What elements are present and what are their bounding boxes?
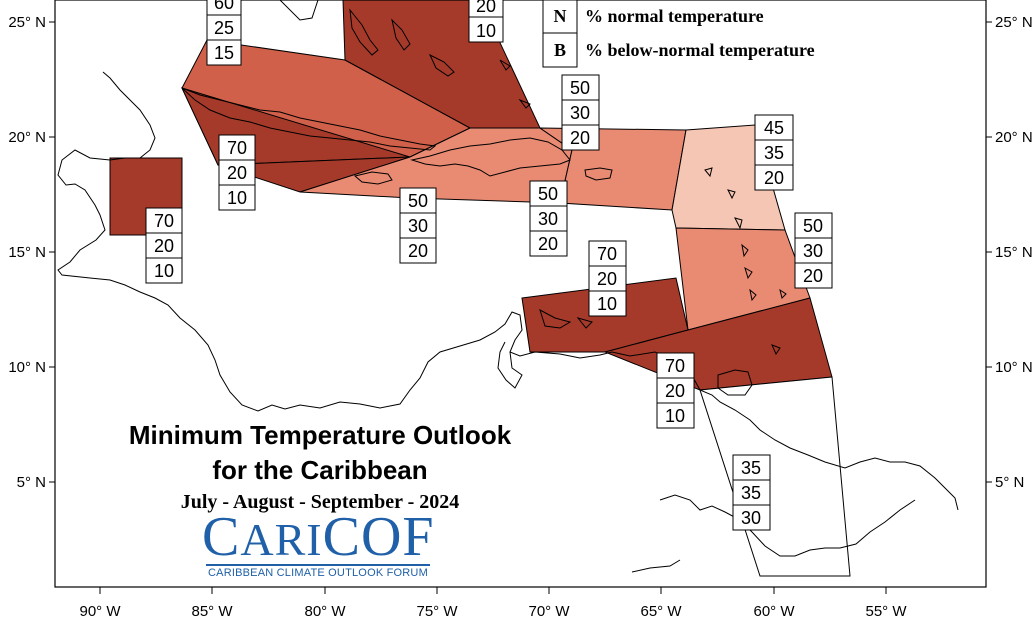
- lat-label-25n-left: 25° N: [8, 14, 46, 31]
- map-frame: [54, 0, 987, 588]
- lon-label-65w: 65° W: [640, 603, 682, 620]
- lon-label-80w: 80° W: [304, 603, 346, 620]
- legend-label-below: % below-normal temperature: [585, 40, 815, 60]
- prob-value: 70: [597, 244, 617, 264]
- prob-value: 15: [214, 43, 234, 63]
- lat-label-10n-right: 10° N: [995, 359, 1033, 376]
- prob-value: 30: [408, 216, 428, 236]
- outlook-zones: [109, 0, 851, 577]
- prob-box-windward-islands: 50 30 20: [794, 212, 833, 289]
- prob-box-trinidad: 70 20 10: [656, 352, 695, 429]
- prob-value: 50: [803, 216, 823, 236]
- lat-label-15n-right: 15° N: [995, 244, 1033, 261]
- legend-key-box-b: [542, 32, 578, 68]
- prob-value: 20: [597, 269, 617, 289]
- lat-label-25n-right: 25° N: [995, 14, 1033, 31]
- prob-value: 30: [570, 103, 590, 123]
- prob-value: 20: [570, 128, 590, 148]
- prob-value: 30: [538, 209, 558, 229]
- prob-value: 10: [476, 21, 496, 41]
- prob-value: 20: [227, 163, 247, 183]
- prob-value: 20: [803, 266, 823, 286]
- legend-key-b: B: [554, 40, 566, 60]
- prob-value: 30: [803, 241, 823, 261]
- legend: N % normal temperature B % below-normal …: [542, 0, 815, 68]
- prob-value: 20: [665, 381, 685, 401]
- lon-label-70w: 70° W: [528, 603, 570, 620]
- prob-value: 50: [570, 78, 590, 98]
- lon-label-85w: 85° W: [191, 603, 233, 620]
- prob-value: 50: [408, 191, 428, 211]
- prob-value: 20: [538, 234, 558, 254]
- prob-box-hispaniola: 50 30 20: [529, 180, 568, 257]
- lat-label-5n-left: 5° N: [17, 474, 46, 491]
- caricof-logo: CARICOF CARIBBEAN CLIMATE OUTLOOK FORUM: [202, 506, 435, 580]
- prob-value: 20: [764, 168, 784, 188]
- legend-key-n: N: [554, 6, 567, 26]
- prob-box-abc-islands: 70 20 10: [588, 240, 627, 317]
- logo-tagline: CARIBBEAN CLIMATE OUTLOOK FORUM: [208, 567, 428, 579]
- prob-value: 60: [214, 0, 234, 13]
- prob-value: 20: [476, 0, 496, 16]
- lon-label-60w: 60° W: [753, 603, 795, 620]
- lat-label-20n-right: 20° N: [995, 129, 1033, 146]
- prob-box-jamaica: 50 30 20: [399, 187, 437, 264]
- map-title-line2: for the Caribbean: [212, 455, 428, 485]
- lat-label-15n-left: 15° N: [8, 244, 46, 261]
- logo-wordmark: CARICOF: [202, 506, 435, 568]
- prob-value: 20: [408, 241, 428, 261]
- legend-label-normal: % normal temperature: [585, 6, 764, 26]
- lat-label-20n-left: 20° N: [8, 129, 46, 146]
- prob-value: 10: [227, 188, 247, 208]
- prob-value: 10: [665, 406, 685, 426]
- prob-box-cuba-west: 70 20 10: [218, 134, 256, 211]
- prob-value: 35: [764, 143, 784, 163]
- prob-box-bahamas-east: 20 10: [468, 0, 504, 43]
- probability-boxes: 60 25 15 20 10 70 20 10 70 20 10: [145, 0, 833, 531]
- coastlines: [57, 0, 959, 573]
- prob-value: 70: [665, 356, 685, 376]
- prob-value: 45: [764, 118, 784, 138]
- prob-value: 50: [538, 184, 558, 204]
- lat-label-5n-right: 5° N: [995, 474, 1024, 491]
- legend-key-box-n: [542, 0, 578, 34]
- map-title-line1: Minimum Temperature Outlook: [128, 420, 512, 450]
- prob-value: 70: [227, 138, 247, 158]
- lon-label-75w: 75° W: [416, 603, 458, 620]
- lon-label-90w: 90° W: [79, 603, 121, 620]
- prob-value: 35: [741, 458, 761, 478]
- lat-label-10n-left: 10° N: [8, 359, 46, 376]
- prob-box-bahamas-west: 60 25 15: [206, 0, 242, 66]
- prob-value: 70: [154, 211, 174, 231]
- prob-box-guianas: 35 35 30: [732, 454, 771, 531]
- lon-label-55w: 55° W: [865, 603, 907, 620]
- prob-value: 10: [154, 261, 174, 281]
- prob-box-belize: 70 20 10: [145, 207, 183, 284]
- prob-value: 35: [741, 483, 761, 503]
- prob-value: 10: [597, 294, 617, 314]
- prob-value: 30: [741, 508, 761, 528]
- prob-value: 25: [214, 18, 234, 38]
- map-subtitle-period: July - August - September - 2024: [180, 491, 460, 513]
- prob-box-leeward-islands: 45 35 20: [754, 114, 794, 191]
- logo-divider: [206, 564, 430, 566]
- prob-box-turks-caicos: 50 30 20: [561, 74, 600, 151]
- prob-value: 20: [154, 236, 174, 256]
